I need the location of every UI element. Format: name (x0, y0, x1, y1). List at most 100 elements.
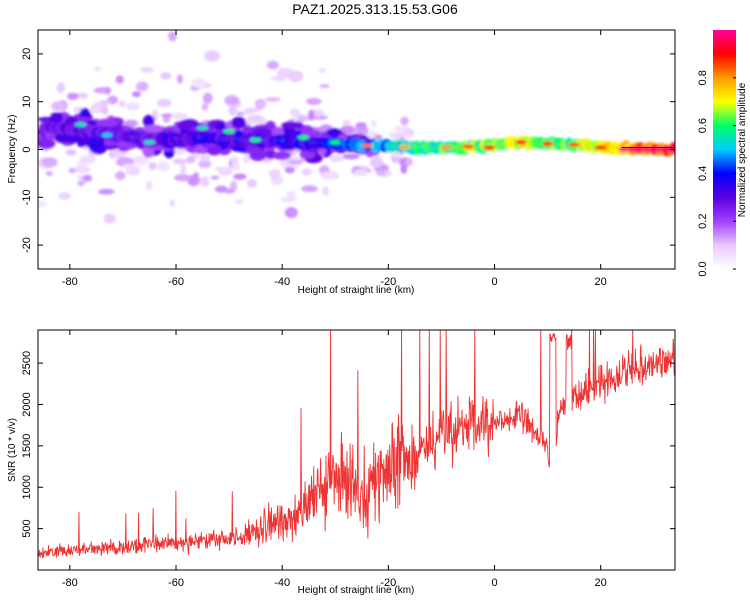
spectrogram-x-tick-label: 0 (491, 276, 497, 288)
spectrogram-y-label: Frequency (Hz) (7, 115, 18, 184)
spectral-blob (262, 158, 273, 164)
spectral-blob (317, 148, 327, 155)
spectrogram-panel: -80 -60 -40 -20 0 20 -20 -10 0 10 20 Height of st… (7, 29, 676, 296)
spectral-blob (375, 170, 387, 176)
spectral-blob (170, 112, 188, 120)
spectral-blob (247, 114, 265, 124)
spectrogram-y-tick-label: -10 (21, 189, 33, 205)
spectral-blob (287, 70, 304, 82)
spectral-blob (86, 137, 105, 151)
spectrogram-y-tick-label: 10 (21, 96, 33, 108)
spectral-blob (266, 60, 279, 70)
spectral-blob (224, 95, 240, 106)
spectral-blob (398, 144, 411, 150)
spectral-blob (201, 102, 209, 111)
figure-title: PAZ1.2025.313.15.53.G06 (292, 1, 458, 17)
spectral-blob (98, 188, 115, 195)
spectral-blob (369, 156, 384, 168)
spectrogram-x-ticks: -80 -60 -40 -20 0 20 (62, 30, 607, 288)
spectral-blob (177, 74, 183, 84)
spectral-blob (373, 154, 381, 162)
snr-x-tick-label: -80 (62, 577, 78, 589)
spectral-blob (115, 171, 126, 181)
spectrogram-y-tick-label: -20 (21, 237, 33, 253)
spectral-blob (287, 159, 304, 165)
spectral-blob (143, 114, 155, 128)
colorbar-bar (713, 30, 736, 269)
spectral-blob (168, 31, 177, 42)
spectral-blob (173, 174, 192, 182)
spectral-blob (541, 141, 554, 146)
spectral-blob (74, 166, 91, 174)
spectral-blob (301, 185, 318, 193)
spectral-blob (38, 200, 47, 208)
spectral-blob (140, 67, 154, 73)
spectral-blob (204, 50, 221, 62)
spectral-blob (172, 158, 188, 165)
spectral-blob (340, 125, 356, 135)
spectrogram-blobs (38, 31, 675, 224)
spectral-blob (329, 154, 344, 163)
spectral-blob (249, 137, 262, 143)
spectral-blob (193, 172, 199, 179)
spectral-blob (65, 149, 77, 156)
snr-panel: -80 -60 -40 -20 0 20 500 1000 1500 2000 2500 Heig… (7, 329, 676, 596)
spectral-blob (56, 82, 65, 94)
spectral-blob (156, 161, 170, 172)
spectral-blob (403, 128, 415, 137)
spectral-blob (374, 134, 383, 140)
spectral-blob (231, 116, 247, 129)
spectral-blob (206, 143, 222, 156)
spectral-blob (308, 109, 315, 121)
snr-y-tick-label: 1000 (21, 475, 33, 499)
spectral-blob (306, 98, 322, 105)
spectral-blob (125, 168, 140, 174)
spectral-blob (329, 140, 342, 145)
spectral-blob (68, 168, 77, 173)
spectral-blob (405, 157, 413, 167)
spectral-blob (210, 175, 220, 180)
spectral-blob (236, 111, 245, 117)
snr-x-tick-label: -20 (380, 577, 396, 589)
snr-y-tick-label: 1500 (21, 434, 33, 458)
spectral-blob (244, 109, 255, 115)
colorbar-tick-label: 0.8 (697, 70, 709, 85)
spectral-blob (286, 190, 296, 201)
snr-series-line (38, 330, 675, 559)
spectral-blob (235, 199, 244, 204)
snr-y-tick-label: 2000 (21, 392, 33, 416)
spectral-blob (355, 122, 367, 128)
spectral-blob (131, 155, 150, 166)
colorbar-label: Normalized spectral amplitude (737, 82, 748, 217)
spectral-blob (196, 125, 209, 131)
spectral-blob (194, 144, 205, 154)
snr-x-tick-label: -40 (274, 577, 290, 589)
spectral-blob (392, 152, 402, 158)
spectral-blob (118, 100, 126, 108)
spectral-blob (400, 116, 409, 126)
spectrogram-y-ticks: -20 -10 0 10 20 (21, 48, 675, 253)
spectral-blob (233, 173, 247, 180)
spectral-blob (594, 145, 607, 150)
spectral-blob (231, 145, 247, 152)
spectral-blob (79, 155, 96, 164)
spectral-blob (198, 160, 212, 169)
spectral-blob (67, 92, 79, 100)
spectrogram-y-tick-label: 0 (21, 146, 33, 152)
spectral-blob (297, 135, 310, 140)
spectral-blob (45, 171, 53, 177)
spectral-blob (224, 188, 235, 194)
spectral-blob (284, 166, 295, 174)
spectral-blob (319, 68, 326, 73)
snr-x-tick-label: 0 (491, 577, 497, 589)
spectral-blob (156, 98, 172, 108)
colorbar-tick-label: 0.6 (697, 118, 709, 133)
spectral-blob (41, 157, 58, 168)
spectrogram-x-tick-label: -60 (168, 276, 184, 288)
spectral-blob (322, 186, 329, 196)
spectral-blob (123, 163, 134, 169)
spectral-blob (319, 84, 330, 88)
spectral-blob (200, 176, 210, 188)
spectral-blob (328, 129, 341, 138)
spectral-blob (148, 162, 157, 170)
